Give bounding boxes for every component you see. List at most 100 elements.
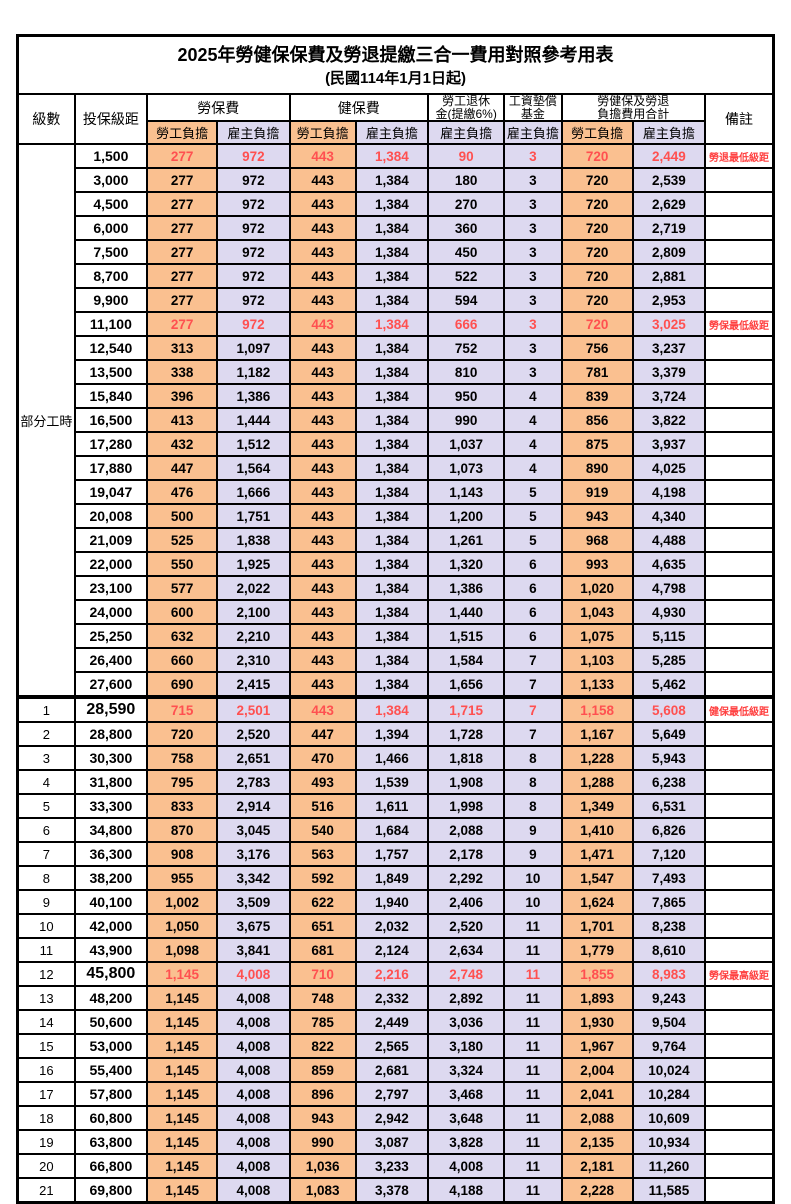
cell-labor-employer: 972	[216, 287, 291, 314]
page-subtitle: (民國114年1月1日起)	[325, 69, 466, 87]
cell-level: 1	[16, 695, 76, 724]
title-row: 2025年勞健保保費及勞退提繳三合一費用對照參考用表 (民國114年1月1日起)	[16, 34, 775, 95]
cell-total-employee: 2,088	[560, 1105, 634, 1132]
table-row: 8 38,200 955 3,342 592 1,849 2,292 10 1,547 7,493	[16, 865, 775, 892]
cell-total-employer: 3,937	[631, 431, 707, 458]
cell-labor-employee: 577	[145, 575, 219, 602]
cell-bracket: 4,500	[73, 191, 148, 218]
cell-total-employee: 720	[560, 287, 634, 314]
cell-labor-employer: 1,838	[216, 527, 291, 554]
cell-labor-employee: 432	[145, 431, 219, 458]
cell-bracket: 42,000	[73, 913, 148, 940]
cell-labor-employer: 972	[216, 143, 291, 170]
cell-pension-employer: 1,073	[427, 455, 506, 482]
cell-labor-employer: 3,841	[216, 937, 291, 964]
cell-bracket: 23,100	[73, 575, 148, 602]
header-health-insurance: 健保費	[288, 92, 430, 123]
cell-remark	[704, 817, 775, 844]
cell-total-employer: 4,635	[631, 551, 707, 578]
cell-total-employee: 1,930	[560, 1009, 634, 1036]
cell-pension-employer: 450	[427, 239, 506, 266]
cell-wagefund-employer: 5	[503, 503, 563, 530]
cell-pension-employer: 1,515	[427, 623, 506, 650]
cell-wagefund-employer: 7	[503, 695, 563, 724]
cell-level: 10	[16, 913, 76, 940]
cell-health-employer: 1,384	[354, 647, 430, 674]
cell-pension-employer: 4,008	[427, 1153, 506, 1180]
cell-health-employer: 1,384	[354, 359, 430, 386]
cell-total-employee: 875	[560, 431, 634, 458]
table-row: 19 63,800 1,145 4,008 990 3,087 3,828 11 2,135 10…	[16, 1129, 775, 1156]
cell-labor-employer: 2,914	[216, 793, 291, 820]
table-row: 2 28,800 720 2,520 447 1,394 1,728 7 1,167 5,649	[16, 721, 775, 748]
cell-health-employer: 2,449	[354, 1009, 430, 1036]
table-row: 4 31,800 795 2,783 493 1,539 1,908 8 1,288 6,238	[16, 769, 775, 796]
cell-health-employee: 443	[288, 455, 357, 482]
cell-labor-employer: 2,651	[216, 745, 291, 772]
cell-health-employer: 1,384	[354, 143, 430, 170]
cell-total-employer: 5,943	[631, 745, 707, 772]
cell-remark	[704, 551, 775, 578]
cell-total-employer: 2,881	[631, 263, 707, 290]
cell-wagefund-employer: 8	[503, 793, 563, 820]
table-row: 20 66,800 1,145 4,008 1,036 3,233 4,008 11 2,181…	[16, 1153, 775, 1180]
cell-remark	[704, 599, 775, 626]
cell-bracket: 6,000	[73, 215, 148, 242]
cell-labor-employee: 550	[145, 551, 219, 578]
cell-health-employer: 1,684	[354, 817, 430, 844]
cell-total-employer: 5,285	[631, 647, 707, 674]
cell-wagefund-employer: 9	[503, 817, 563, 844]
cell-health-employer: 1,384	[354, 623, 430, 650]
cell-wagefund-employer: 8	[503, 745, 563, 772]
cell-labor-employee: 720	[145, 721, 219, 748]
cell-remark	[704, 671, 775, 699]
cell-total-employer: 7,120	[631, 841, 707, 868]
cell-health-employee: 1,083	[288, 1177, 357, 1204]
cell-labor-employer: 1,564	[216, 455, 291, 482]
cell-labor-employer: 1,182	[216, 359, 291, 386]
cell-total-employer: 3,379	[631, 359, 707, 386]
subheader-total-employer: 雇主負擔	[631, 120, 707, 146]
cell-health-employee: 470	[288, 745, 357, 772]
cell-pension-employer: 2,088	[427, 817, 506, 844]
cell-wagefund-employer: 11	[503, 961, 563, 988]
cell-wagefund-employer: 6	[503, 623, 563, 650]
cell-health-employee: 493	[288, 769, 357, 796]
cell-wagefund-employer: 5	[503, 479, 563, 506]
cell-wagefund-employer: 11	[503, 985, 563, 1012]
cell-labor-employer: 3,509	[216, 889, 291, 916]
cell-labor-employer: 2,783	[216, 769, 291, 796]
cell-health-employee: 1,036	[288, 1153, 357, 1180]
subheader-labor-employee: 勞工負擔	[145, 120, 219, 146]
cell-health-employee: 990	[288, 1129, 357, 1156]
cell-health-employee: 443	[288, 527, 357, 554]
cell-health-employee: 443	[288, 383, 357, 410]
cell-level: 21	[16, 1177, 76, 1204]
cell-total-employer: 11,260	[631, 1153, 707, 1180]
cell-pension-employer: 2,520	[427, 913, 506, 940]
cell-remark	[704, 287, 775, 314]
cell-health-employee: 443	[288, 359, 357, 386]
cell-labor-employer: 1,386	[216, 383, 291, 410]
cell-pension-employer: 522	[427, 263, 506, 290]
cell-total-employer: 9,504	[631, 1009, 707, 1036]
cell-health-employee: 443	[288, 287, 357, 314]
cell-total-employee: 781	[560, 359, 634, 386]
cell-total-employer: 5,115	[631, 623, 707, 650]
cell-total-employer: 10,934	[631, 1129, 707, 1156]
cell-total-employee: 1,349	[560, 793, 634, 820]
cell-pension-employer: 1,818	[427, 745, 506, 772]
cell-remark	[704, 1153, 775, 1180]
cell-health-employee: 443	[288, 167, 357, 194]
cell-total-employee: 839	[560, 383, 634, 410]
cell-health-employer: 2,332	[354, 985, 430, 1012]
cell-total-employee: 856	[560, 407, 634, 434]
cell-bracket: 53,000	[73, 1033, 148, 1060]
cell-total-employer: 3,025	[631, 311, 707, 338]
cell-labor-employee: 660	[145, 647, 219, 674]
header-row-1: 級數 投保級距 勞保費 健保費 勞工退休 金(提繳6%) 工資墊償 基金 勞健保…	[16, 92, 775, 146]
cell-total-employee: 720	[560, 311, 634, 338]
cell-pension-employer: 1,656	[427, 671, 506, 699]
cell-total-employee: 1,020	[560, 575, 634, 602]
table-row: 21 69,800 1,145 4,008 1,083 3,378 4,188 11 2,228…	[16, 1177, 775, 1204]
